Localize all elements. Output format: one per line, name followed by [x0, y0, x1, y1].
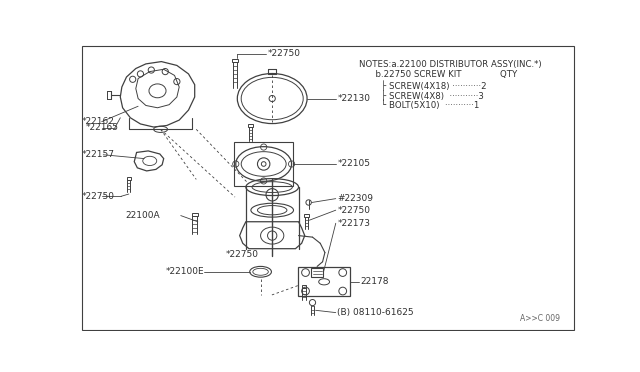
- Text: *22750: *22750: [337, 206, 371, 215]
- Text: ├ SCREW(4X8)  ···········3: ├ SCREW(4X8) ···········3: [359, 90, 484, 101]
- Text: *22100E: *22100E: [165, 267, 204, 276]
- Bar: [311, 268, 323, 277]
- Bar: [232, 58, 238, 62]
- Text: *22750: *22750: [268, 49, 301, 58]
- Text: A>>C 009: A>>C 009: [520, 314, 561, 323]
- Text: b.22750 SCREW KIT              QTY: b.22750 SCREW KIT QTY: [359, 70, 517, 79]
- Text: *22750: *22750: [226, 250, 259, 259]
- Text: #22309: #22309: [337, 194, 373, 203]
- Text: 22100A: 22100A: [125, 211, 159, 220]
- Bar: [248, 124, 253, 127]
- Text: *22173: *22173: [337, 219, 371, 228]
- Bar: [298, 267, 351, 296]
- Text: *22750: *22750: [81, 192, 115, 201]
- Bar: [234, 142, 293, 186]
- Text: *22130: *22130: [337, 94, 371, 103]
- Bar: [127, 177, 131, 180]
- Text: *22165: *22165: [86, 122, 119, 132]
- Text: *22105: *22105: [337, 160, 371, 169]
- Text: ├ SCREW(4X18) ···········2: ├ SCREW(4X18) ···········2: [359, 80, 486, 91]
- Text: (B) 08110-61625: (B) 08110-61625: [337, 308, 414, 317]
- Bar: [304, 214, 308, 217]
- Text: 22178: 22178: [360, 277, 389, 286]
- Bar: [191, 212, 198, 217]
- Text: *22162: *22162: [81, 117, 115, 126]
- Text: *22157: *22157: [81, 150, 115, 159]
- Text: └ BOLT(5X10)  ···········1: └ BOLT(5X10) ···········1: [359, 100, 479, 110]
- Bar: [301, 285, 307, 288]
- Text: NOTES:a.22100 DISTRIBUTOR ASSY(INC.*): NOTES:a.22100 DISTRIBUTOR ASSY(INC.*): [359, 60, 541, 69]
